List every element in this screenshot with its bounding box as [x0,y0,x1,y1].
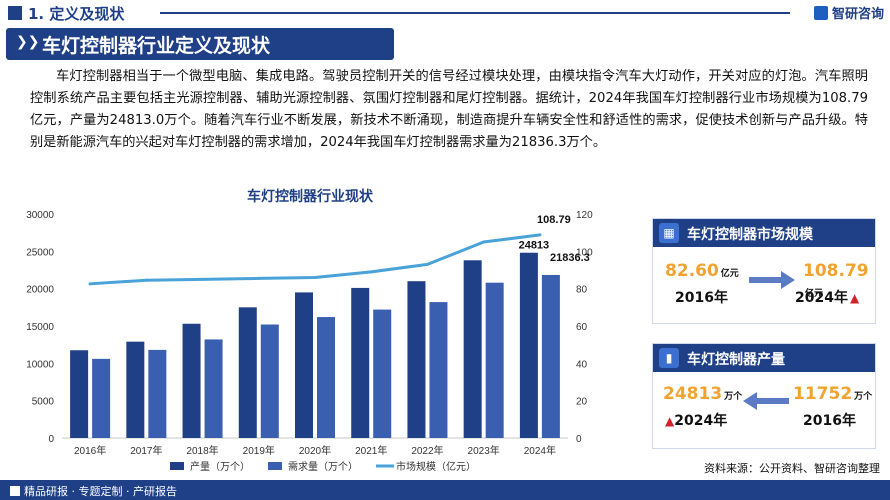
y-left-tick-label: 15000 [26,322,54,333]
chart-icon: ▦ [659,223,679,243]
line-point [425,262,429,266]
y-left-tick-label: 10000 [26,359,54,370]
bar [541,274,560,438]
footer-tagline: 精品研报 · 专题定制 · 产研报告 [10,483,177,499]
y-left-tick-label: 25000 [26,247,54,258]
x-tick-label: 2022年 [411,444,443,457]
output-left-year: ▲2024年 [665,413,728,429]
bar [295,292,313,438]
bar [407,281,426,438]
y-left-tick-label: 30000 [26,210,54,221]
legend-swatch [268,462,282,470]
bar [126,341,145,438]
y-right-tick-label: 80 [576,285,588,296]
card-title: 车灯控制器产量 [687,352,785,368]
logo-icon [813,6,828,20]
x-tick-label: 2024年 [524,444,556,457]
header-rule [160,12,790,14]
legend-label: 需求量（万个） [288,461,358,473]
bar [238,307,257,438]
bar-chart-icon: ▮ [659,348,679,368]
left-arrow-icon [743,392,789,410]
legend-label: 市场规模（亿元） [396,460,476,473]
line-point [369,270,373,274]
y-left-tick-label: 20000 [26,285,54,296]
output-left-value: 24813 万个 [663,384,743,404]
x-tick-label: 2023年 [468,444,500,457]
section-title: 1. 定义及现状 [28,5,125,23]
line-point [482,240,486,244]
top-header: 1. 定义及现状 智研咨询 [0,0,890,26]
section-marker [8,6,22,20]
market-to-value: 108.79亿元 [803,261,869,299]
up-arrow-icon: ▲ [849,291,860,305]
bar [70,350,89,438]
bar [429,302,448,438]
market-size-card: ▦ 车灯控制器市场规模 82.60 亿元 2016年 108.79亿元 2024年… [652,218,876,324]
bar [351,287,370,438]
market-to-year: 2024年 ▲ [795,290,860,306]
y-right-tick-label: 20 [576,397,588,408]
bar-data-label: 24813 [519,240,550,252]
bar [463,260,482,438]
bar-data-label: 21836.3 [550,252,590,264]
bar [519,252,538,438]
card-header: ▮ 车灯控制器产量 [653,344,875,372]
bar [485,282,504,438]
x-tick-label: 2017年 [130,444,162,457]
right-arrow-icon [749,271,795,289]
y-right-tick-label: 0 [576,434,582,445]
brand-logo[interactable]: 智研咨询 [813,3,884,22]
y-left-tick-label: 5000 [32,397,55,408]
double-chevron-icon: ❯❯ [16,34,40,50]
x-tick-label: 2018年 [186,444,218,457]
y-right-tick-label: 100 [576,247,593,258]
bar [204,339,223,438]
y-right-tick-label: 60 [576,322,588,333]
market-from-value: 82.60 亿元 [665,261,739,281]
bar [373,309,392,438]
line-point [257,276,261,280]
logo-text: 智研咨询 [831,7,884,22]
x-tick-label: 2016年 [74,444,106,457]
output-right-year: 2016年 [803,413,856,429]
y-right-tick-label: 120 [576,210,593,221]
x-tick-label: 2020年 [299,444,331,457]
card-title: 车灯控制器市场规模 [687,227,813,243]
title-banner: ❯❯ 车灯控制器行业定义及现状 [6,28,394,60]
line-point [313,275,317,279]
line-point [144,278,148,282]
legend-swatch [170,462,184,470]
bar-line-chart: 0 5000 10000 15000 20000 25000 30000 0 20 40 60 80 1… [26,210,593,473]
legend-label: 产量（万个） [190,460,250,473]
line-point [538,233,542,237]
line-point [201,277,205,281]
chart-title: 车灯控制器行业现状 [247,189,373,205]
line-data-label: 108.79 [537,214,571,226]
intro-paragraph: 车灯控制器相当于一个微型电脑、集成电路。驾驶员控制开关的信号经过模块处理，由模块… [30,69,868,150]
up-arrow-icon: ▲ [665,414,675,428]
source-note: 资料来源：公开资料、智研咨询整理 [704,462,880,475]
y-right-tick-label: 40 [576,359,588,370]
bar [260,324,279,438]
output-card: ▮ 车灯控制器产量 24813 万个 ▲2024年 11752 万个 2016年 [652,343,876,449]
output-right-value: 11752 万个 [793,384,873,404]
bar [317,317,335,438]
bar [92,358,111,438]
bar [148,349,167,438]
x-tick-label: 2019年 [243,444,275,457]
y-left-tick-label: 0 [48,434,54,445]
x-tick-label: 2021年 [355,444,387,457]
market-from-year: 2016年 [675,290,728,306]
bar [182,323,201,438]
footer-bar: 精品研报 · 专题定制 · 产研报告 [0,480,890,500]
banner-title: 车灯控制器行业定义及现状 [42,35,271,57]
card-header: ▦ 车灯控制器市场规模 [653,219,875,247]
tag-icon [10,486,20,496]
line-point [88,282,92,286]
